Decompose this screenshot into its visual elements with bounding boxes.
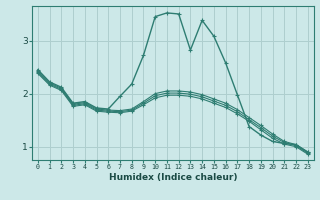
X-axis label: Humidex (Indice chaleur): Humidex (Indice chaleur) [108, 173, 237, 182]
